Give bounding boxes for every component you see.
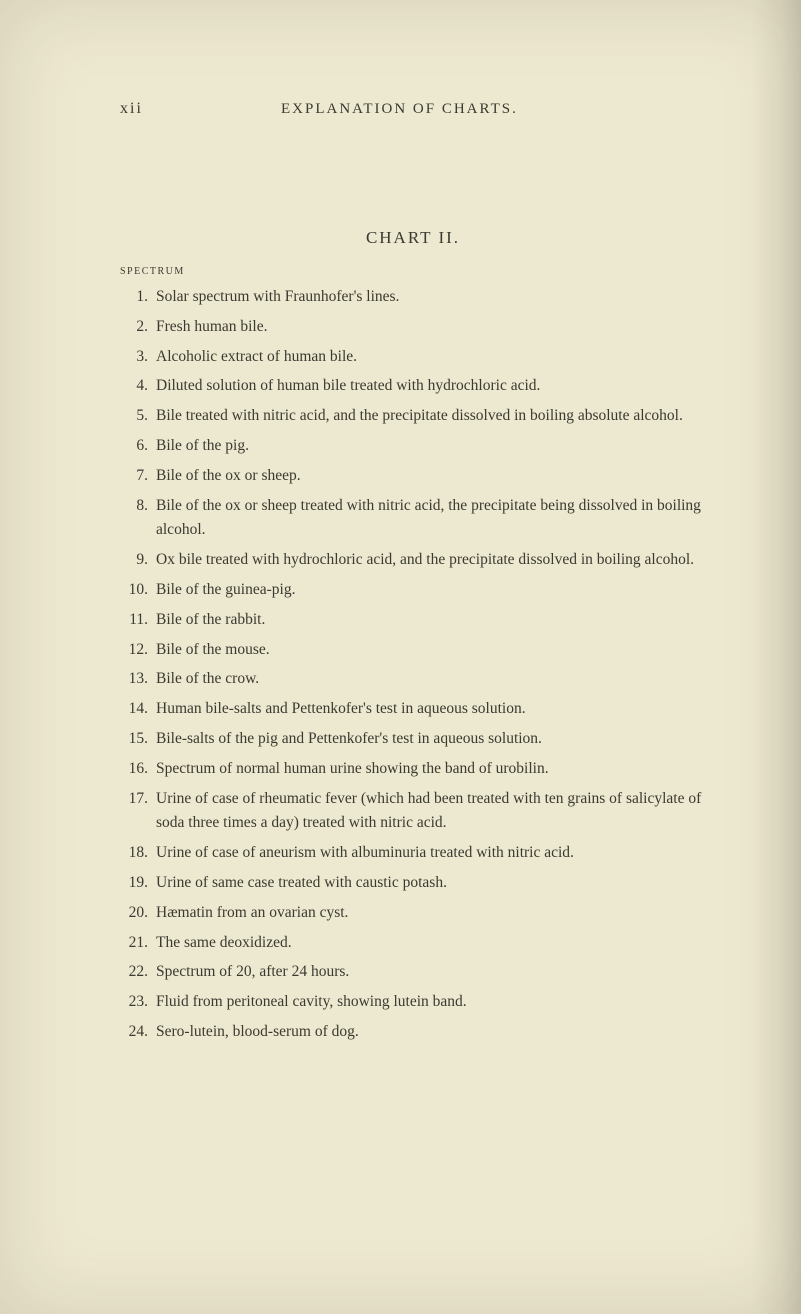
list-item: 17. Urine of case of rheumatic fever (whi…	[120, 787, 706, 837]
list-item: 11. Bile of the rabbit.	[120, 608, 706, 633]
list-item: 16. Spectrum of normal human urine showin…	[120, 757, 706, 782]
item-text: Bile of the ox or sheep treated with nit…	[156, 494, 706, 544]
item-text: Urine of same case treated with caustic …	[156, 871, 706, 896]
list-item: 3. Alcoholic extract of human bile.	[120, 345, 706, 370]
item-text: Spectrum of 20, after 24 hours.	[156, 960, 706, 985]
item-text: Spectrum of normal human urine showing t…	[156, 757, 706, 782]
spectrum-label: SPECTRUM	[120, 266, 706, 277]
list-item: 19. Urine of same case treated with caust…	[120, 871, 706, 896]
item-text: Bile of the mouse.	[156, 638, 706, 663]
item-number: 20.	[120, 901, 148, 926]
item-text: Bile of the crow.	[156, 667, 706, 692]
page-container: xii EXPLANATION OF CHARTS. CHART II. SPE…	[0, 0, 801, 1110]
running-title: EXPLANATION OF CHARTS.	[113, 101, 686, 118]
list-item: 5. Bile treated with nitric acid, and the…	[120, 404, 706, 429]
list-item: 18. Urine of case of aneurism with albumi…	[120, 841, 706, 866]
item-number: 2.	[120, 315, 148, 340]
list-item: 15. Bile-salts of the pig and Pettenkofer…	[120, 727, 706, 752]
item-number: 9.	[120, 548, 148, 573]
list-item: 12. Bile of the mouse.	[120, 638, 706, 663]
item-number: 19.	[120, 871, 148, 896]
item-text: Ox bile treated with hydrochloric acid, …	[156, 548, 706, 573]
item-text: Sero-lutein, blood-serum of dog.	[156, 1020, 706, 1045]
item-text: Diluted solution of human bile treated w…	[156, 374, 706, 399]
page-header: xii EXPLANATION OF CHARTS.	[120, 100, 706, 118]
item-number: 21.	[120, 931, 148, 956]
item-number: 11.	[120, 608, 148, 633]
item-text: Alcoholic extract of human bile.	[156, 345, 706, 370]
list-item: 21. The same deoxidized.	[120, 931, 706, 956]
item-number: 6.	[120, 434, 148, 459]
item-number: 18.	[120, 841, 148, 866]
item-number: 3.	[120, 345, 148, 370]
chart-title: CHART II.	[120, 228, 706, 248]
item-number: 17.	[120, 787, 148, 812]
item-number: 1.	[120, 285, 148, 310]
list-item: 4. Diluted solution of human bile treated…	[120, 374, 706, 399]
list-item: 14. Human bile-salts and Pettenkofer's te…	[120, 697, 706, 722]
item-text: Bile-salts of the pig and Pettenkofer's …	[156, 727, 706, 752]
item-text: Urine of case of aneurism with albuminur…	[156, 841, 706, 866]
item-text: Fluid from peritoneal cavity, showing lu…	[156, 990, 706, 1015]
item-number: 7.	[120, 464, 148, 489]
item-text: Fresh human bile.	[156, 315, 706, 340]
item-text: Solar spectrum with Fraunhofer's lines.	[156, 285, 706, 310]
item-number: 24.	[120, 1020, 148, 1045]
list-item: 13. Bile of the crow.	[120, 667, 706, 692]
item-number: 16.	[120, 757, 148, 782]
list-item: 2. Fresh human bile.	[120, 315, 706, 340]
list-item: 22. Spectrum of 20, after 24 hours.	[120, 960, 706, 985]
item-number: 8.	[120, 494, 148, 519]
spectrum-list: 1. Solar spectrum with Fraunhofer's lines…	[120, 285, 706, 1045]
list-item: 1. Solar spectrum with Fraunhofer's lines…	[120, 285, 706, 310]
item-text: Bile of the rabbit.	[156, 608, 706, 633]
list-item: 24. Sero-lutein, blood-serum of dog.	[120, 1020, 706, 1045]
item-text: Urine of case of rheumatic fever (which …	[156, 787, 706, 837]
list-item: 23. Fluid from peritoneal cavity, showing…	[120, 990, 706, 1015]
item-text: Bile treated with nitric acid, and the p…	[156, 404, 706, 429]
item-number: 22.	[120, 960, 148, 985]
item-number: 4.	[120, 374, 148, 399]
item-number: 10.	[120, 578, 148, 603]
item-text: Bile of the ox or sheep.	[156, 464, 706, 489]
list-item: 7. Bile of the ox or sheep.	[120, 464, 706, 489]
list-item: 9. Ox bile treated with hydrochloric acid…	[120, 548, 706, 573]
item-number: 13.	[120, 667, 148, 692]
item-number: 23.	[120, 990, 148, 1015]
item-text: Bile of the guinea-pig.	[156, 578, 706, 603]
item-number: 5.	[120, 404, 148, 429]
list-item: 8. Bile of the ox or sheep treated with n…	[120, 494, 706, 544]
list-item: 20. Hæmatin from an ovarian cyst.	[120, 901, 706, 926]
item-text: Human bile-salts and Pettenkofer's test …	[156, 697, 706, 722]
item-text: The same deoxidized.	[156, 931, 706, 956]
item-number: 14.	[120, 697, 148, 722]
item-text: Bile of the pig.	[156, 434, 706, 459]
item-text: Hæmatin from an ovarian cyst.	[156, 901, 706, 926]
item-number: 15.	[120, 727, 148, 752]
item-number: 12.	[120, 638, 148, 663]
list-item: 6. Bile of the pig.	[120, 434, 706, 459]
list-item: 10. Bile of the guinea-pig.	[120, 578, 706, 603]
